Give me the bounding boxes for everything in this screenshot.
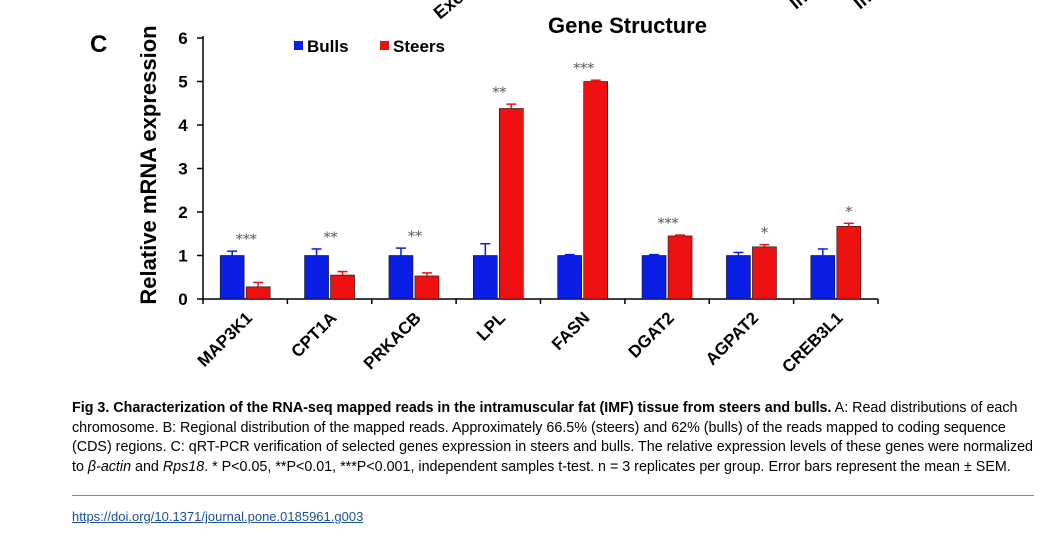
bar-bulls-lpl [473, 255, 498, 300]
bar-steers-agpat2 [752, 246, 777, 300]
significance-marker: *** [573, 61, 594, 77]
significance-marker: ** [408, 229, 422, 245]
x-tick-label-map3k1: MAP3K1 [194, 308, 256, 370]
y-axis-label: Relative mRNA expression [136, 25, 161, 304]
bar-bulls-dgat2 [641, 255, 667, 300]
caption-text-2: . * P<0.05, **P<0.01, ***P<0.001, indepe… [204, 458, 1011, 475]
caption-text-1: A: Read distributions of each chromosome… [72, 400, 1034, 475]
legend-label-steers: Steers [393, 37, 445, 56]
legend-label-bulls: Bulls [307, 37, 349, 56]
bar-steers-dgat2 [667, 235, 693, 300]
divider [72, 495, 1034, 496]
bar-bulls-creb3l1 [810, 255, 836, 300]
x-tick-label-lpl: LPL [473, 308, 509, 344]
bar-bulls-fasn [557, 255, 582, 300]
panel-letter: C [90, 31, 107, 58]
bar-bulls-prkacb [388, 255, 414, 300]
x-tick-label-dgat2: DGAT2 [625, 308, 678, 361]
x-tick-label-cpt1a: CPT1A [288, 308, 341, 361]
plot-area: 0123456***MAP3K1**CPT1A**PRKACB**LPL***F… [178, 29, 879, 377]
caption-and: and [131, 458, 163, 475]
cropped-label-intron-1: In [786, 0, 811, 13]
figure-caption: Fig 3. Characterization of the RNA-seq m… [72, 399, 1034, 477]
significance-marker: ** [492, 85, 506, 101]
bar-steers-fasn [583, 81, 608, 300]
gene-structure-title: Gene Structure [548, 13, 707, 38]
legend-swatch-steers [380, 41, 389, 50]
significance-marker: ** [324, 230, 338, 246]
x-tick-label-prkacb: PRKACB [360, 308, 425, 373]
bar-steers-cpt1a [330, 274, 355, 300]
caption-title: Fig 3. Characterization of the RNA-seq m… [72, 400, 832, 416]
bar-steers-map3k1 [245, 286, 271, 300]
y-tick-label: 1 [178, 247, 187, 266]
legend: Bulls Steers [294, 37, 445, 56]
significance-marker: *** [658, 216, 679, 232]
y-tick-label: 3 [178, 160, 187, 179]
caption-gene-rps18: Rps18 [162, 458, 205, 475]
legend-swatch-bulls [294, 41, 303, 50]
bar-chart: C Exo In In Gene Structure Relative mRNA… [90, 0, 879, 377]
bar-bulls-agpat2 [726, 255, 751, 300]
significance-marker: * [761, 226, 768, 242]
bar-steers-creb3l1 [836, 226, 862, 300]
doi-link[interactable]: https://doi.org/10.1371/journal.pone.018… [72, 509, 364, 524]
cropped-label-exon: Exo [430, 0, 468, 23]
bar-bulls-cpt1a [304, 255, 329, 300]
significance-marker: *** [236, 232, 257, 248]
caption-gene-beta-actin: β-actin [87, 458, 132, 475]
bar-steers-lpl [499, 108, 524, 300]
y-tick-label: 2 [178, 203, 187, 222]
significance-marker: * [845, 204, 852, 220]
x-tick-label-agpat2: AGPAT2 [702, 308, 762, 368]
cropped-label-intron-2: In [850, 0, 875, 13]
y-tick-label: 4 [178, 116, 188, 135]
bar-bulls-map3k1 [219, 255, 245, 300]
y-tick-label: 6 [178, 29, 187, 48]
x-tick-label-fasn: FASN [548, 308, 593, 353]
x-tick-label-creb3l1: CREB3L1 [778, 308, 846, 376]
bar-steers-prkacb [414, 275, 440, 300]
y-tick-label: 0 [178, 290, 187, 309]
y-tick-label: 5 [178, 73, 187, 92]
